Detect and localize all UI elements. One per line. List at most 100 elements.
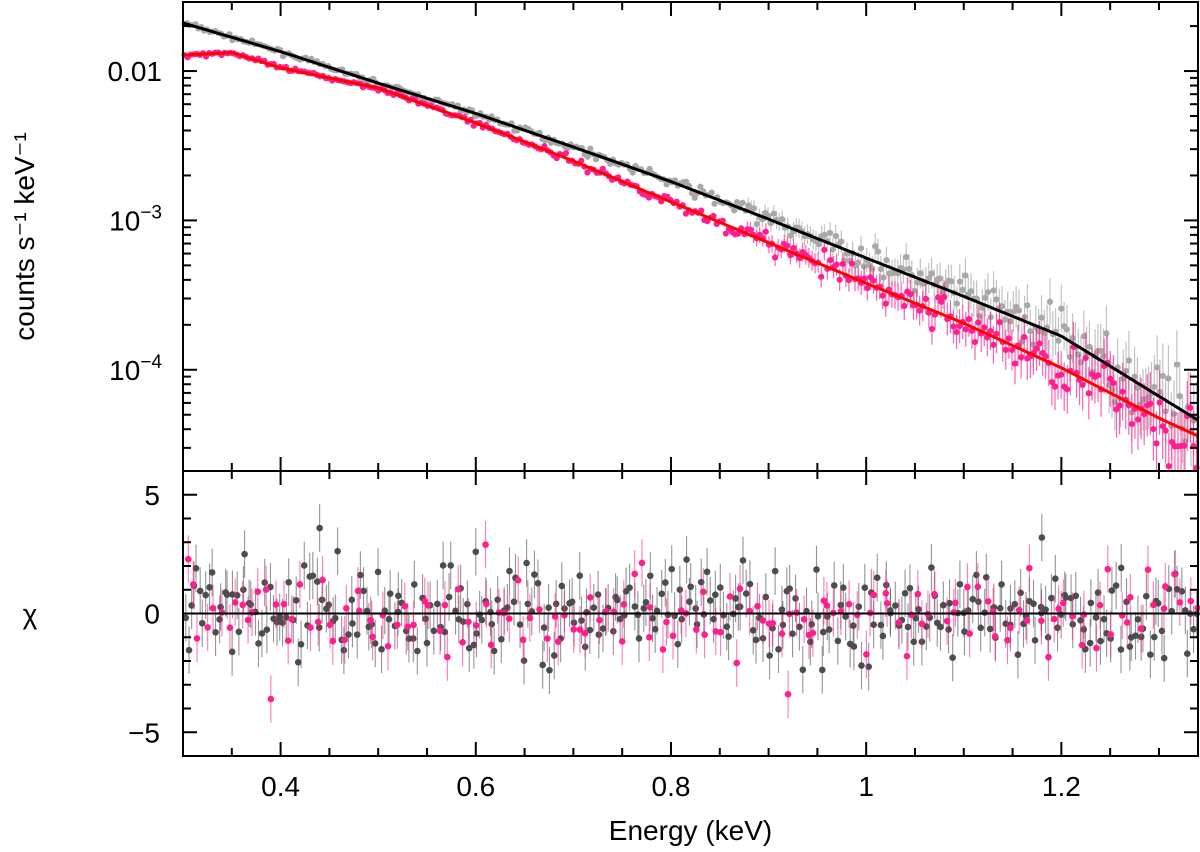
residual-point: [1048, 594, 1055, 602]
residual-point: [209, 604, 217, 612]
spectrum-data-point: [1010, 308, 1017, 315]
residual-point: [459, 618, 467, 625]
spectrum-data-point: [1055, 337, 1062, 344]
residual-point: [883, 599, 891, 607]
residual-point: [676, 586, 684, 593]
spectrum-data-point: [1082, 354, 1089, 361]
residual-y-tick-labels: −5 0 5: [128, 480, 160, 749]
residual-point: [814, 612, 822, 620]
residual-point: [687, 583, 695, 591]
spectrum-data-point: [1079, 381, 1086, 388]
spectrum-data-point: [1035, 328, 1042, 335]
residual-point: [1160, 605, 1168, 612]
spectrum-data-point: [967, 288, 975, 295]
spectrum-data-point: [1008, 346, 1016, 354]
residual-point: [931, 590, 938, 598]
residual-point: [870, 591, 878, 599]
residual-point: [984, 598, 992, 605]
residual-point: [766, 652, 773, 659]
residual-point: [631, 603, 639, 610]
residual-point: [239, 601, 247, 609]
residual-point: [686, 598, 693, 605]
spectrum-data-point: [1134, 416, 1142, 423]
residual-point: [385, 615, 393, 623]
residual-point: [276, 613, 284, 621]
residual-point: [975, 598, 982, 605]
residual-point: [762, 593, 770, 601]
spectrum-data-point: [938, 298, 945, 305]
residual-point: [216, 616, 223, 623]
residual-point: [725, 633, 732, 640]
residual-point: [977, 624, 985, 632]
residual-point: [599, 625, 607, 632]
residual-point: [288, 615, 296, 623]
spectrum-data-point: [883, 257, 890, 264]
residual-point: [1026, 564, 1033, 572]
spectrum-axis-ticks: [182, 2, 1198, 471]
residual-point: [185, 646, 193, 654]
spectrum-data-point: [821, 231, 828, 239]
residual-point: [539, 661, 546, 669]
residual-point: [638, 559, 646, 567]
residual-point: [712, 591, 719, 598]
x-tick-label: 0.6: [456, 771, 495, 802]
residual-point: [223, 591, 231, 599]
spectrum-model-line: [182, 21, 1199, 422]
residual-point: [842, 613, 849, 620]
spectrum-data-point: [1066, 353, 1073, 360]
spectrum-data-point: [1153, 440, 1160, 447]
spectrum-series-2: [181, 49, 1200, 472]
spectrum-data-point: [599, 165, 606, 172]
residual-point: [739, 557, 747, 564]
spectrum-data-point: [838, 238, 845, 245]
residual-point: [329, 637, 337, 645]
residual-y-axis-label: χ: [23, 599, 38, 630]
residual-point: [325, 601, 333, 609]
residual-point: [717, 628, 724, 636]
spectrum-data-point: [1147, 400, 1154, 407]
residual-point: [1042, 606, 1049, 613]
residual-point: [279, 619, 286, 627]
residual-point: [452, 607, 459, 615]
residual-point: [272, 601, 280, 608]
residual-point: [472, 548, 480, 556]
residual-axis-ticks: [182, 470, 1198, 757]
residual-point: [586, 626, 594, 634]
spectrum-data-point: [722, 230, 729, 237]
spectrum-data-point: [711, 200, 718, 207]
spectrum-data-point: [821, 246, 828, 253]
spectrum-data-point: [882, 300, 889, 307]
spectrum-data-point: [829, 246, 836, 253]
residual-point: [1080, 611, 1088, 619]
residual-point: [1062, 594, 1070, 601]
spectrum-data-point: [1085, 390, 1092, 397]
residual-point: [1108, 587, 1116, 594]
residual-point: [915, 606, 922, 613]
residual-point: [940, 601, 947, 609]
residual-point: [879, 632, 887, 640]
residual-point: [536, 606, 543, 613]
spectrum-data-point: [584, 153, 591, 160]
residual-point: [865, 663, 873, 670]
spectrum-data-point: [1170, 410, 1178, 417]
residual-point: [483, 600, 490, 608]
spectrum-data-point: [971, 338, 979, 346]
residual-point: [809, 629, 817, 637]
residual-point: [736, 585, 744, 592]
residual-point: [581, 630, 589, 637]
spectrum-data-point: [880, 274, 887, 281]
spectrum-data-point: [962, 326, 969, 333]
residual-point: [678, 615, 685, 623]
residual-point: [404, 623, 412, 630]
residual-point: [946, 599, 953, 607]
y-tick-label: −5: [128, 717, 160, 748]
spectrum-data-point: [1187, 404, 1194, 411]
spectrum-data-point: [990, 341, 997, 348]
x-tick-label: 0.8: [652, 771, 691, 802]
spectrum-data-point: [1021, 333, 1028, 341]
spectrum-data-point: [1042, 353, 1049, 360]
residual-point: [472, 622, 480, 629]
residual-point: [284, 637, 292, 644]
residual-point: [786, 585, 793, 593]
spectrum-data-point: [914, 279, 921, 286]
